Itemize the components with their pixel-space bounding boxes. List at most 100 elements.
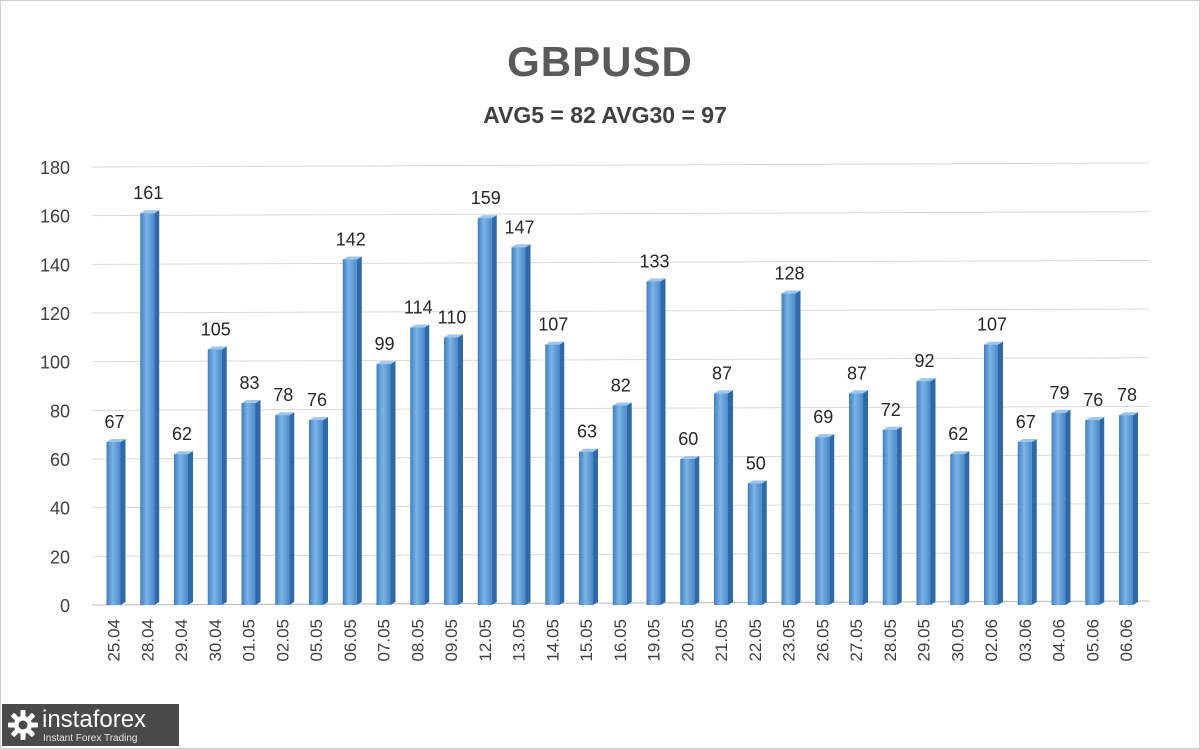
bar-side [188, 451, 193, 605]
bar-top [747, 480, 767, 484]
bar-top [477, 215, 497, 219]
gridline [91, 162, 1151, 168]
bar-face [950, 454, 965, 605]
bar [815, 434, 835, 605]
data-label: 107 [538, 315, 568, 335]
data-label: 87 [847, 363, 867, 383]
bar [680, 456, 700, 605]
bar-side [694, 456, 700, 605]
x-tick-label: 02.06 [982, 619, 1001, 662]
bar-face [747, 483, 762, 605]
bar [140, 210, 160, 605]
data-label: 161 [133, 183, 163, 203]
gridline [91, 308, 1151, 314]
bar [444, 334, 463, 605]
gridline [91, 357, 1151, 363]
x-tick-label: 09.05 [442, 619, 461, 662]
bar-face [882, 429, 897, 605]
bar-top [140, 210, 160, 214]
data-label: 128 [774, 264, 804, 284]
bar-face [207, 349, 222, 605]
y-tick-label: 140 [40, 255, 70, 275]
bar-top [511, 244, 531, 248]
bar [1051, 409, 1071, 605]
bar-top [342, 256, 362, 260]
y-tick-label: 20 [50, 547, 70, 567]
gridline [91, 211, 1151, 217]
bar [1119, 412, 1138, 605]
data-label: 133 [639, 251, 669, 271]
bar [207, 346, 227, 605]
x-tick-label: 27.05 [847, 619, 866, 662]
bar-top [950, 451, 970, 455]
bar [545, 341, 565, 605]
data-label: 63 [577, 422, 597, 442]
bar-top [207, 346, 227, 350]
y-tick-label: 160 [40, 207, 70, 227]
bar-side [829, 434, 835, 605]
bar [174, 451, 193, 605]
bar [477, 215, 497, 605]
bar-side [964, 451, 970, 605]
y-tick-label: 80 [50, 401, 70, 421]
bar-top [1085, 417, 1105, 421]
x-axis: 25.04 28.04 29.04 30.04 01.05 02.05 05.05 06.05… [105, 619, 1137, 662]
bar-face [984, 344, 998, 605]
x-tick-label: 06.06 [1117, 619, 1136, 662]
bar-side [525, 244, 531, 606]
bar-side [1065, 409, 1071, 605]
data-label: 78 [273, 385, 293, 405]
bar-side [795, 290, 801, 605]
bar-side [356, 256, 362, 605]
bar-top [781, 290, 801, 294]
bar-top [241, 400, 261, 404]
bar-face [1017, 441, 1032, 605]
bar [376, 361, 396, 605]
x-tick-label: 13.05 [510, 619, 529, 662]
x-tick-label: 14.05 [543, 619, 562, 662]
x-tick-label: 19.05 [645, 619, 664, 662]
x-tick-label: 06.05 [341, 619, 360, 662]
bar [342, 256, 362, 605]
data-label: 110 [438, 307, 467, 327]
x-tick-label: 28.04 [138, 619, 157, 662]
x-tick-label: 20.05 [678, 619, 697, 662]
bar-top [646, 278, 666, 282]
bar [612, 402, 632, 605]
bar [241, 400, 261, 605]
data-label: 72 [881, 400, 901, 420]
bar-face [612, 405, 627, 605]
bar-top [1017, 438, 1037, 442]
bar [511, 244, 531, 606]
x-tick-label: 02.05 [273, 619, 292, 662]
bar [849, 390, 868, 605]
y-tick-label: 0 [60, 596, 70, 616]
x-tick-label: 08.05 [408, 619, 427, 662]
data-label: 99 [374, 334, 394, 354]
y-tick-label: 60 [50, 450, 70, 470]
bar-top [309, 417, 328, 421]
bar-face [815, 437, 830, 605]
bar-face [444, 337, 458, 605]
data-label: 67 [1016, 412, 1036, 432]
data-label: 78 [1117, 385, 1137, 405]
bar-face [714, 393, 728, 605]
chart-subtitle: AVG5 = 82 AVG30 = 97 [483, 102, 727, 128]
bar [984, 341, 1003, 605]
bar-top [714, 390, 733, 394]
x-tick-label: 16.05 [611, 619, 630, 662]
bar-top [1051, 409, 1071, 413]
gridline [91, 259, 1151, 265]
bar-face [241, 403, 256, 605]
bar [410, 324, 430, 605]
bar-side [930, 378, 936, 605]
bar-face [106, 441, 121, 605]
bar-top [106, 438, 126, 442]
data-label: 50 [746, 453, 766, 473]
bar-top [680, 456, 700, 459]
bar-face [174, 454, 188, 605]
bar [579, 448, 598, 605]
data-label: 87 [712, 363, 732, 383]
bar-face [342, 259, 357, 605]
